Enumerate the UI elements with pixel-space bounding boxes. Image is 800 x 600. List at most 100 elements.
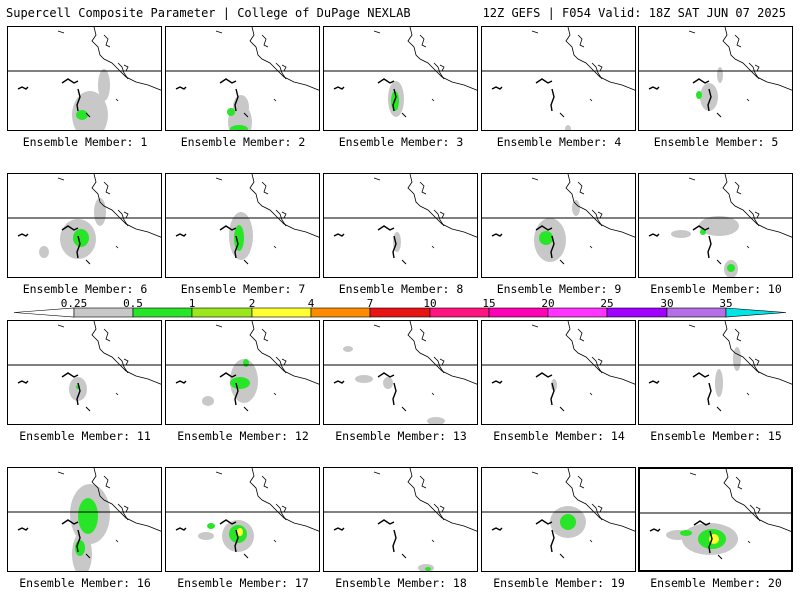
map-boundary [407,468,477,532]
map-panel [165,26,320,131]
member-caption: Ensemble Member: 19 [493,576,625,590]
map-boundary [392,382,397,406]
map-boundary [85,259,91,265]
map-boundary [419,328,427,342]
map-boundary [333,86,345,90]
map-boundary [175,86,187,90]
member-caption: Ensemble Member: 11 [19,429,151,443]
map-boundary [215,471,223,475]
map-boundary [689,472,697,476]
map-boundary [439,505,446,513]
map-boundary [433,209,445,227]
map-boundary [219,372,237,378]
map-boundary [261,34,269,48]
colorbar-segment [547,307,608,318]
map-boundary [746,98,750,102]
map-svg [640,469,791,560]
map-boundary [491,380,503,384]
map-boundary [748,62,760,80]
map-boundary [392,235,397,259]
scp-contour-green [207,523,215,529]
colorbar-tick-label: 20 [541,297,555,310]
map-boundary [746,245,750,249]
map-boundary [531,177,539,181]
map-boundary [243,406,249,412]
map-boundary [589,245,593,249]
map-boundary [531,471,539,475]
map-boundary [249,27,319,91]
map-boundary [249,468,319,532]
valid-time: 12Z GEFS | F054 Valid: 18Z SAT JUN 07 20… [482,6,786,20]
colorbar-tick-label: 0.25 [60,297,88,310]
colorbar-high-arrow [725,307,787,318]
map-boundary [431,98,435,102]
map-boundary [693,520,711,526]
map-boundary [392,88,397,112]
map-boundary [419,34,427,48]
map-boundary [754,358,761,366]
member-caption: Ensemble Member: 8 [338,282,464,296]
map-panel [638,173,793,278]
map-boundary [688,324,696,328]
map-boundary [373,324,381,328]
map-boundary [373,177,381,181]
map-boundary [281,64,288,72]
member-caption: Ensemble Member: 5 [653,135,779,149]
map-boundary [76,235,81,259]
map-boundary [76,529,81,553]
scp-contour-green [73,229,89,247]
map-svg [324,27,477,118]
map-boundary [275,62,287,80]
map-boundary [565,321,635,385]
map-boundary [550,235,555,259]
scp-contour-green [230,125,248,130]
map-boundary [401,112,407,118]
map-boundary [433,62,445,80]
map-boundary [577,181,585,195]
scp-contour-green [243,359,249,367]
scp-contour-green [539,231,553,245]
map-boundary [591,209,603,227]
scp-contour-gray [551,379,557,391]
map-boundary [747,540,751,544]
map-boundary [17,527,29,531]
map-boundary [491,233,503,237]
map-boundary [722,174,792,238]
map-boundary [716,112,722,118]
map-boundary [281,211,288,219]
colorbar-segment [429,307,490,318]
scp-contour-gray [565,125,571,130]
map-svg [166,174,319,265]
map-svg [8,321,161,412]
map-boundary [57,177,65,181]
map-boundary [589,539,593,543]
scp-contour-green [78,498,98,534]
map-panel [481,467,636,572]
map-boundary [123,64,130,72]
map-boundary [735,476,743,490]
map-panel [323,26,478,131]
scp-contour-green [75,540,85,556]
map-boundary [175,380,187,384]
map-boundary [708,530,713,554]
scp-contour-green [425,567,431,571]
scp-contour-gray [355,375,373,383]
map-boundary [419,475,427,489]
map-boundary [57,30,65,34]
map-boundary [261,181,269,195]
member-caption: Ensemble Member: 3 [338,135,464,149]
map-boundary [215,30,223,34]
map-boundary [91,27,161,91]
map-boundary [431,392,435,396]
map-boundary [648,233,660,237]
map-boundary [243,553,249,559]
scp-contour-green [234,225,244,251]
map-boundary [234,529,239,553]
map-boundary [103,34,111,48]
map-panel [323,320,478,425]
map-boundary [577,475,585,489]
map-panel [7,173,162,278]
map-boundary [716,259,722,265]
map-boundary [559,553,565,559]
map-panel [638,467,793,572]
